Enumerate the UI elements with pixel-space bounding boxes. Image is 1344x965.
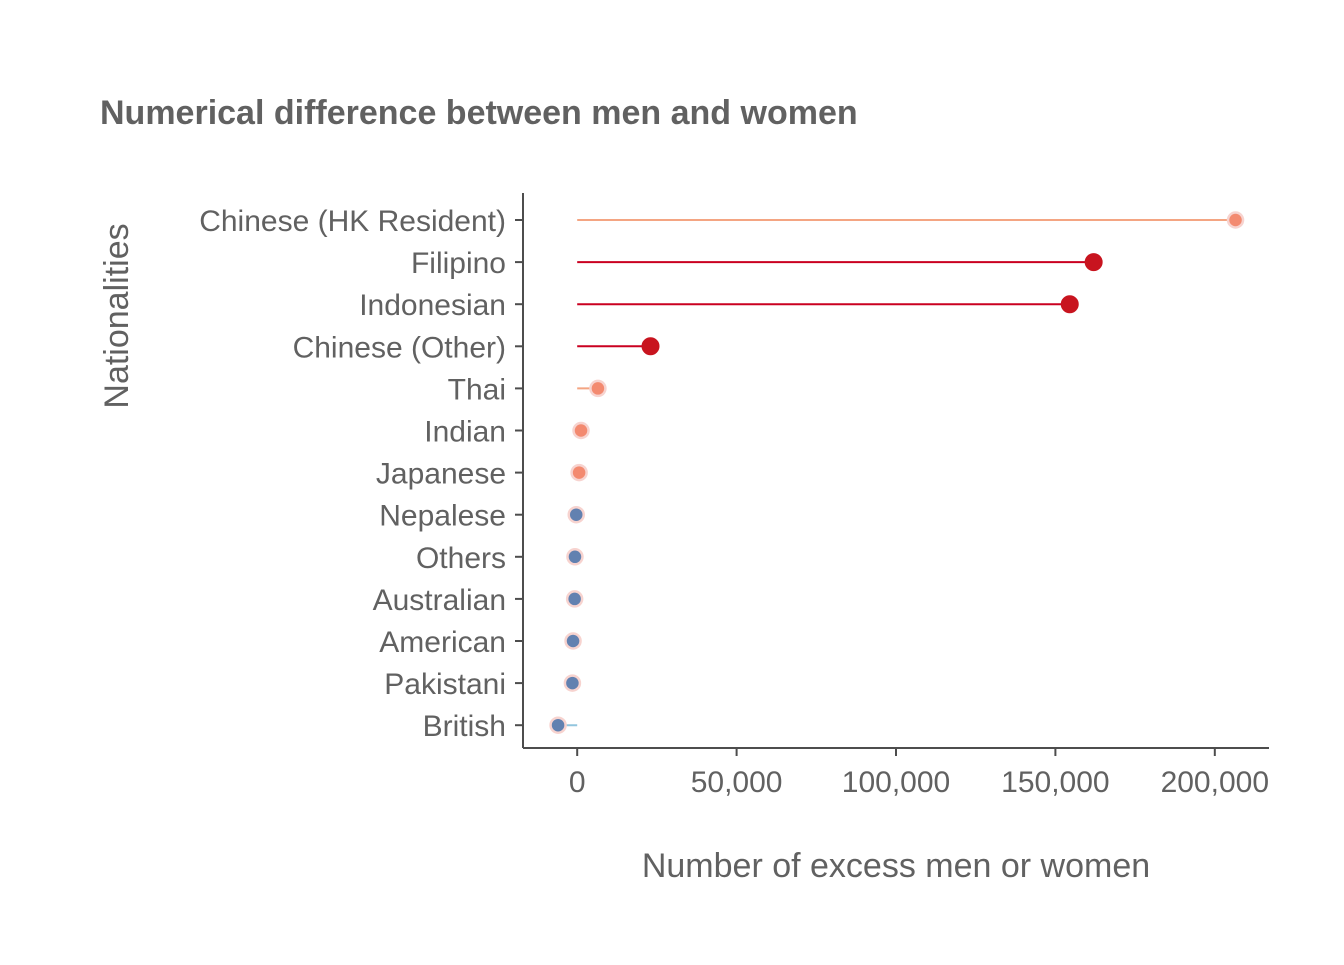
y-tick-label: Chinese (Other)	[293, 331, 506, 364]
x-axis-title: Number of excess men or women	[642, 847, 1150, 885]
data-point	[1060, 295, 1079, 314]
y-tick-label: Thai	[448, 373, 506, 406]
data-point	[570, 463, 588, 482]
data-point	[563, 674, 582, 692]
y-axis-ticks: Chinese (HK Resident) Filipino Indonesian C…	[199, 205, 523, 743]
y-tick-label: American	[379, 626, 506, 659]
x-tick-label: 200,000	[1161, 766, 1269, 799]
y-tick-label: Pakistani	[384, 668, 506, 701]
y-tick-label: British	[423, 710, 506, 743]
x-tick-label: 0	[569, 766, 586, 799]
x-tick-label: 150,000	[1001, 766, 1109, 799]
data-point	[566, 548, 584, 566]
y-tick-label: Filipino	[411, 247, 506, 280]
y-tick-label: Nepalese	[379, 500, 506, 533]
data-point	[641, 337, 660, 356]
y-tick-label: Indonesian	[359, 289, 506, 322]
lollipop-marks	[549, 211, 1245, 734]
data-point	[549, 716, 567, 734]
data-point	[1084, 253, 1103, 272]
data-point	[589, 379, 607, 398]
data-point	[565, 590, 584, 608]
data-point	[572, 421, 590, 440]
y-tick-label: Australian	[373, 584, 506, 617]
x-tick-label: 100,000	[842, 766, 950, 799]
data-point	[567, 505, 585, 524]
y-axis-title: Nationalities	[98, 223, 136, 408]
y-tick-label: Others	[416, 542, 506, 575]
chart-title: Numerical difference between men and wom…	[100, 94, 858, 132]
x-tick-label: 50,000	[691, 766, 783, 799]
y-tick-label: Japanese	[376, 458, 506, 491]
y-tick-label: Chinese (HK Resident)	[199, 205, 506, 238]
y-tick-label: Indian	[424, 416, 506, 449]
data-point	[1226, 211, 1245, 229]
x-axis-ticks: 0 50,000 100,000 150,000 200,000	[569, 748, 1269, 799]
data-point	[564, 632, 582, 650]
